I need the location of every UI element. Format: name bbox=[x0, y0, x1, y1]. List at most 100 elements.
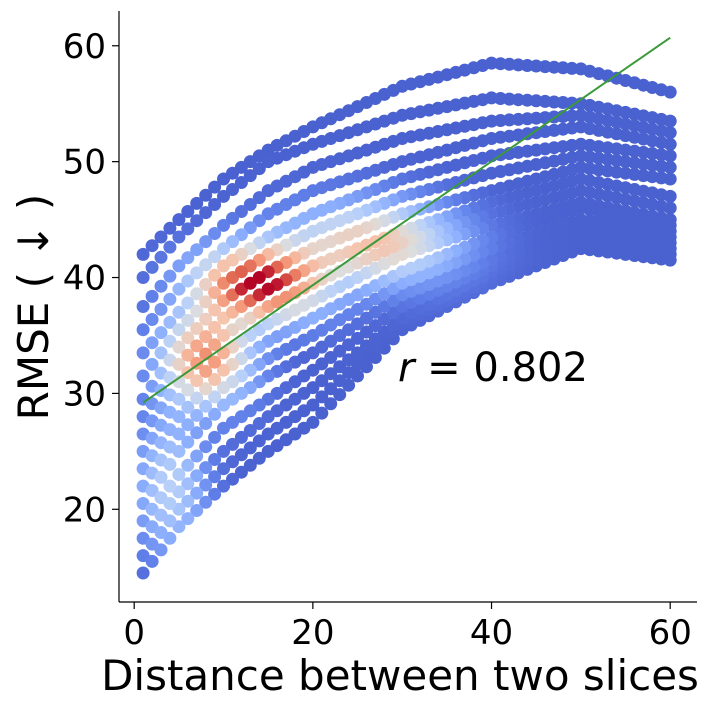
scatter-point bbox=[333, 374, 347, 388]
scatter-point bbox=[199, 495, 213, 509]
scatter-point bbox=[172, 357, 186, 371]
scatter-point bbox=[172, 282, 186, 296]
scatter-point bbox=[208, 470, 222, 484]
scatter-point bbox=[136, 346, 150, 360]
scatter-point bbox=[163, 269, 177, 283]
scatter-point bbox=[199, 417, 213, 430]
x-tick-label: 0 bbox=[123, 613, 145, 653]
scatter-point bbox=[145, 260, 159, 274]
scatter-point bbox=[252, 434, 266, 448]
scatter-point bbox=[154, 279, 168, 293]
correlation-value: = 0.802 bbox=[414, 345, 587, 391]
scatter-point bbox=[261, 207, 275, 221]
axes bbox=[118, 11, 697, 603]
scatter-point bbox=[377, 244, 391, 258]
scatter-point bbox=[136, 323, 150, 337]
scatter-point bbox=[431, 274, 445, 288]
scatter-point bbox=[154, 526, 168, 539]
scatter-point bbox=[217, 218, 230, 232]
scatter-point bbox=[145, 357, 159, 371]
y-tick-label: 40 bbox=[63, 259, 106, 299]
scatter-point bbox=[226, 472, 239, 486]
scatter-point bbox=[208, 355, 222, 369]
scatter-point bbox=[208, 338, 222, 352]
scatter-point bbox=[243, 424, 257, 437]
scatter-point bbox=[261, 184, 275, 198]
scatter-point bbox=[342, 353, 356, 367]
scatter-point bbox=[172, 230, 186, 244]
scatter-point bbox=[163, 457, 177, 471]
scatter-point bbox=[190, 469, 204, 483]
x-tick-label: 20 bbox=[291, 613, 334, 653]
scatter-point bbox=[404, 261, 418, 275]
scatter-point bbox=[252, 451, 266, 465]
scatter-point bbox=[172, 213, 186, 227]
scatter-point bbox=[217, 259, 230, 273]
scatter-point bbox=[413, 269, 427, 283]
scatter-point bbox=[226, 183, 239, 196]
y-tick-label: 50 bbox=[63, 143, 106, 183]
scatter-point bbox=[163, 315, 177, 329]
scatter-point bbox=[172, 375, 186, 389]
scatter-point bbox=[226, 437, 239, 451]
scatter-point bbox=[190, 243, 204, 257]
scatter-point bbox=[324, 397, 338, 411]
scatter-point bbox=[154, 508, 168, 522]
scatter-point bbox=[154, 470, 168, 484]
scatter-point bbox=[368, 332, 382, 346]
scatter-point bbox=[226, 392, 239, 406]
scatter-point bbox=[324, 382, 338, 396]
scatter-point bbox=[181, 274, 195, 288]
scatter-point bbox=[172, 427, 186, 441]
scatter-point bbox=[172, 444, 186, 458]
scatter-point bbox=[181, 251, 195, 265]
scatter-point bbox=[190, 339, 204, 353]
scatter-point bbox=[199, 258, 213, 272]
scatter-point bbox=[199, 440, 213, 454]
scatter-point bbox=[181, 383, 195, 397]
scatter-point bbox=[252, 417, 266, 430]
scatter-point bbox=[181, 458, 195, 472]
scatter-point bbox=[163, 221, 177, 235]
scatter-point bbox=[136, 566, 150, 580]
scatter-point bbox=[154, 230, 168, 244]
scatter-point bbox=[208, 407, 222, 421]
scatter-point bbox=[199, 188, 213, 202]
scatter-point bbox=[163, 497, 177, 510]
scatter-point bbox=[199, 399, 213, 413]
scatter-point bbox=[243, 441, 257, 455]
scatter-point bbox=[145, 554, 159, 568]
scatter-point bbox=[190, 426, 204, 440]
scatter-point bbox=[199, 295, 213, 309]
scatter-point bbox=[163, 292, 177, 306]
scatter-point bbox=[172, 259, 186, 273]
scatter-point bbox=[181, 331, 195, 345]
scatter-point bbox=[208, 453, 222, 466]
scatter-point bbox=[208, 390, 222, 404]
scatter-point bbox=[190, 449, 204, 463]
scatter-point bbox=[261, 282, 275, 296]
scatter-point bbox=[199, 382, 213, 396]
scatter-point bbox=[360, 339, 373, 353]
scatter-point bbox=[190, 486, 204, 500]
scatter-point bbox=[181, 435, 195, 449]
scatter-point bbox=[199, 278, 213, 291]
scatter-point bbox=[199, 312, 213, 326]
x-ticks: 0 20 40 60 bbox=[123, 602, 692, 653]
scatter-point bbox=[154, 346, 168, 360]
scatter-point bbox=[217, 444, 230, 458]
scatter-point bbox=[181, 494, 195, 508]
scatter-point bbox=[181, 477, 195, 491]
scatter-point bbox=[217, 479, 230, 493]
scatter-point bbox=[172, 340, 186, 354]
scatter-point bbox=[234, 176, 248, 189]
scatter-point bbox=[190, 374, 204, 388]
correlation-symbol: r bbox=[398, 345, 417, 391]
scatter-point bbox=[234, 205, 248, 218]
scatter-point bbox=[208, 227, 222, 240]
scatter-point bbox=[261, 444, 275, 458]
scatter-point bbox=[208, 180, 222, 194]
data-points bbox=[136, 56, 677, 580]
scatter-point bbox=[199, 461, 213, 475]
scatter-point bbox=[217, 329, 230, 342]
